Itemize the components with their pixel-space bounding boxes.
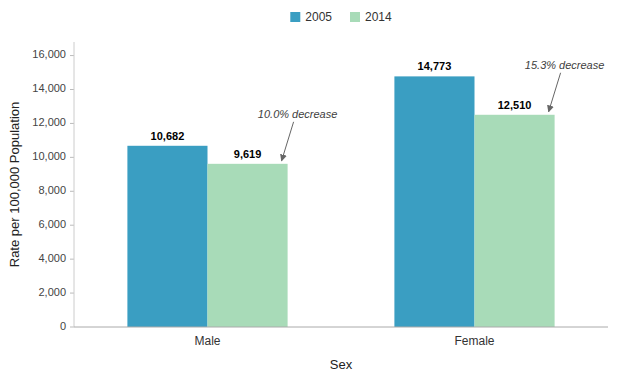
legend-item: 2014 (350, 10, 392, 24)
y-axis: 0 2,000 4,000 6,000 8,000 10,000 12,000 14,000 1… (32, 42, 74, 332)
y-tick-label: 16,000 (32, 48, 66, 60)
x-tick-label: Male (194, 334, 220, 348)
data-label: 9,619 (234, 148, 262, 160)
annotation-arrow (282, 122, 294, 161)
annotation-arrow (549, 73, 561, 112)
legend-label: 2005 (305, 10, 332, 24)
annotation: 15.3% decrease (525, 59, 605, 71)
bar (475, 115, 555, 327)
bar (127, 146, 207, 327)
x-axis-line (74, 327, 608, 328)
x-tick-label: Female (454, 334, 494, 348)
x-axis: Male Female (74, 327, 608, 348)
legend-label: 2014 (365, 10, 392, 24)
bar (394, 76, 474, 327)
y-tick (70, 55, 74, 56)
bar (208, 164, 288, 327)
y-tick-label: 4,000 (38, 252, 66, 264)
legend-item: 2005 (290, 10, 332, 24)
data-label: 12,510 (498, 99, 532, 111)
y-tick-label: 8,000 (38, 184, 66, 196)
data-label: 14,773 (418, 60, 452, 72)
y-tick (70, 191, 74, 192)
y-tick (70, 259, 74, 260)
y-tick-label: 10,000 (32, 150, 66, 162)
data-labels: 10,682 14,773 9,619 12,510 (151, 60, 532, 159)
y-tick-label: 14,000 (32, 82, 66, 94)
y-tick-label: 0 (60, 320, 66, 332)
annotations: 10.0% decrease 15.3% decrease (258, 59, 604, 161)
y-tick-label: 2,000 (38, 286, 66, 298)
y-tick (70, 327, 74, 328)
y-axis-title: Rate per 100,000 Population (7, 102, 22, 268)
y-tick-label: 6,000 (38, 218, 66, 230)
data-label: 10,682 (151, 130, 185, 142)
y-tick (70, 123, 74, 124)
y-tick (70, 89, 74, 90)
chart-container: 0 2,000 4,000 6,000 8,000 10,000 12,000 14,000 1… (0, 0, 624, 379)
y-axis-line (74, 42, 75, 327)
chart: 0 2,000 4,000 6,000 8,000 10,000 12,000 14,000 1… (0, 0, 624, 379)
bars (127, 76, 554, 327)
x-axis-title: Sex (330, 357, 353, 372)
y-tick (70, 157, 74, 158)
legend-swatch (350, 12, 360, 22)
y-tick (70, 225, 74, 226)
annotation: 10.0% decrease (258, 108, 338, 120)
y-tick (70, 293, 74, 294)
legend-swatch (290, 12, 300, 22)
legend: 2005 2014 (290, 10, 392, 24)
y-tick-label: 12,000 (32, 116, 66, 128)
